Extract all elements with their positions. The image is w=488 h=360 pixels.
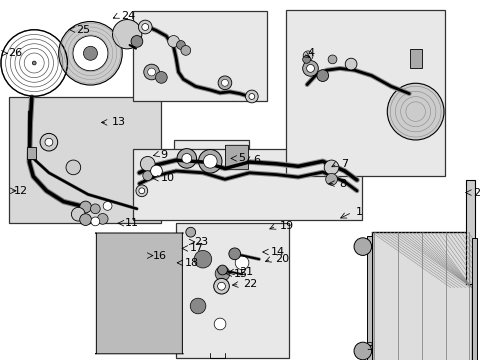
Circle shape <box>66 160 81 175</box>
Circle shape <box>139 188 144 194</box>
Text: 18: 18 <box>184 258 199 268</box>
Circle shape <box>176 41 185 49</box>
Bar <box>471 238 476 360</box>
Circle shape <box>245 90 258 103</box>
Circle shape <box>190 298 205 314</box>
Text: 15: 15 <box>233 269 247 279</box>
Bar <box>176 223 288 358</box>
Circle shape <box>59 22 122 85</box>
Circle shape <box>198 149 222 173</box>
Circle shape <box>248 94 254 99</box>
Text: 7: 7 <box>341 159 348 169</box>
Circle shape <box>214 318 225 330</box>
Text: 6: 6 <box>253 155 260 165</box>
Circle shape <box>131 36 142 47</box>
Circle shape <box>80 214 91 225</box>
Text: 2: 2 <box>472 188 480 198</box>
Bar <box>9 97 161 223</box>
Text: 19: 19 <box>280 221 294 231</box>
Bar <box>285 10 444 176</box>
Bar <box>366 236 371 360</box>
Text: 10: 10 <box>160 173 174 183</box>
Circle shape <box>147 68 155 76</box>
Text: 4: 4 <box>306 48 314 58</box>
Text: 24: 24 <box>121 11 135 21</box>
Text: 13: 13 <box>111 117 125 127</box>
Text: 14: 14 <box>270 247 284 257</box>
Circle shape <box>155 72 167 83</box>
Circle shape <box>327 55 336 64</box>
Text: 5: 5 <box>238 153 245 163</box>
Text: 17: 17 <box>189 243 203 253</box>
Text: 11: 11 <box>125 218 139 228</box>
Circle shape <box>302 60 318 76</box>
Circle shape <box>167 36 179 47</box>
Circle shape <box>194 251 211 268</box>
Text: 22: 22 <box>243 279 257 289</box>
Circle shape <box>177 149 196 168</box>
Bar <box>409 49 421 68</box>
Circle shape <box>143 64 159 80</box>
Circle shape <box>40 134 58 151</box>
Text: 23: 23 <box>194 237 208 247</box>
Circle shape <box>185 227 195 237</box>
Circle shape <box>103 202 112 210</box>
Circle shape <box>217 282 225 290</box>
FancyBboxPatch shape <box>95 233 183 354</box>
Circle shape <box>235 256 248 270</box>
Text: 26: 26 <box>8 48 22 58</box>
Circle shape <box>45 138 53 146</box>
Circle shape <box>353 342 371 360</box>
Circle shape <box>345 58 356 70</box>
Circle shape <box>218 76 231 90</box>
Circle shape <box>90 204 100 214</box>
Circle shape <box>217 265 227 275</box>
Circle shape <box>302 55 310 63</box>
Circle shape <box>142 23 148 31</box>
Circle shape <box>203 154 217 168</box>
Circle shape <box>221 79 228 86</box>
Circle shape <box>353 238 371 255</box>
Circle shape <box>32 61 36 65</box>
Text: 21: 21 <box>238 267 252 277</box>
Circle shape <box>213 278 229 294</box>
Bar <box>133 11 266 101</box>
Circle shape <box>150 165 162 177</box>
Bar <box>133 149 361 220</box>
Text: 25: 25 <box>76 24 90 35</box>
Circle shape <box>303 51 312 61</box>
Bar <box>371 232 471 360</box>
Circle shape <box>80 201 91 213</box>
Text: 1: 1 <box>355 207 362 217</box>
Text: 3: 3 <box>365 342 372 352</box>
Circle shape <box>181 45 190 55</box>
Circle shape <box>73 36 108 71</box>
Bar <box>465 180 474 284</box>
Circle shape <box>324 160 338 175</box>
Circle shape <box>112 19 142 49</box>
Circle shape <box>97 213 108 224</box>
FancyBboxPatch shape <box>225 145 248 170</box>
Circle shape <box>138 20 152 34</box>
Circle shape <box>140 157 155 171</box>
Circle shape <box>215 266 229 281</box>
Circle shape <box>306 64 314 72</box>
Text: 9: 9 <box>160 150 167 160</box>
Circle shape <box>182 153 191 163</box>
Circle shape <box>325 174 337 185</box>
Circle shape <box>142 171 152 181</box>
Circle shape <box>71 207 85 221</box>
Text: 20: 20 <box>275 254 289 264</box>
Text: 16: 16 <box>153 251 167 261</box>
Circle shape <box>316 70 328 81</box>
Circle shape <box>228 248 240 260</box>
Text: 8: 8 <box>339 179 346 189</box>
Text: 12: 12 <box>14 186 28 196</box>
Bar <box>27 147 36 159</box>
Circle shape <box>136 185 147 197</box>
Circle shape <box>91 217 100 226</box>
Circle shape <box>386 83 443 140</box>
Circle shape <box>83 46 97 60</box>
Bar <box>173 140 249 187</box>
